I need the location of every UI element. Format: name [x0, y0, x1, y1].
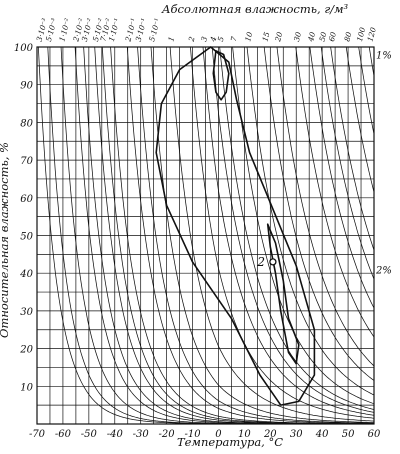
absolute-humidity-curve [190, 47, 374, 419]
absolute-humidity-label: 20 [273, 31, 284, 44]
x-axis-title: Температура, °C [177, 435, 283, 449]
y-tick-label: 60 [20, 194, 33, 205]
absolute-humidity-label: 100 [355, 26, 367, 42]
absolute-humidity-curve [358, 47, 374, 136]
absolute-humidity-label: 5 [216, 35, 226, 42]
y-tick-label: 30 [20, 307, 33, 318]
y-tick-label: 10 [20, 382, 33, 393]
absolute-humidity-curve [330, 47, 374, 252]
absolute-humidity-curve [137, 47, 374, 424]
absolute-humidity-curve [295, 47, 374, 338]
y-tick-label: 50 [20, 232, 33, 243]
absolute-humidity-curves [37, 47, 374, 424]
absolute-humidity-curve [345, 47, 374, 194]
absolute-humidity-label: 10 [243, 31, 254, 43]
absolute-humidity-curve [320, 47, 374, 281]
annotation-label: 1% [376, 51, 392, 62]
grid-lines [36, 46, 375, 425]
y-tick-label: 20 [19, 345, 33, 356]
x-tick-label: -40 [107, 429, 124, 440]
y-tick-label: 100 [14, 43, 34, 54]
x-tick-label: 30 [290, 429, 303, 440]
absolute-humidity-curve [219, 47, 374, 410]
absolute-humidity-label: 40 [306, 31, 317, 44]
x-tick-label: -50 [81, 429, 98, 440]
absolute-humidity-curve [202, 47, 374, 416]
x-tick-label: -30 [133, 429, 150, 440]
tick-labels: -70 -60 -50 -40 -30 -20 -10 0 10 20 30 40 50 60 10 20 30… [14, 43, 381, 440]
x-tick-label: 60 [368, 429, 381, 440]
y-axis-title: Относительная влажность, % [0, 142, 11, 338]
absolute-humidity-label: 5·10⁻¹ [147, 17, 162, 42]
x-tick-label: 0 [215, 429, 222, 440]
absolute-humidity-label: 30 [292, 31, 303, 43]
contour-point [269, 258, 277, 266]
x-tick-label: -60 [55, 429, 72, 440]
absolute-humidity-label: 1 [166, 36, 176, 43]
x-tick-label: -20 [159, 429, 176, 440]
absolute-humidity-label: 80 [342, 31, 353, 43]
absolute-humidity-curve [169, 47, 374, 422]
absolute-humidity-curve [276, 47, 374, 367]
x-tick-label: 50 [342, 429, 355, 440]
annotations: 1% 2% 2 [256, 51, 392, 277]
absolute-humidity-label: 3 [199, 35, 209, 42]
x-tick-label: 40 [315, 429, 329, 440]
y-tick-label: 80 [20, 118, 33, 129]
absolute-humidity-label: 7 [229, 35, 239, 42]
curve-group [37, 47, 374, 424]
absolute-humidity-curve [126, 47, 374, 424]
absolute-humidity-label: 60 [327, 31, 338, 43]
absolute-humidity-curve [150, 47, 374, 423]
absolute-humidity-curve [211, 47, 374, 413]
absolute-humidity-labels: 3·10⁻³5·10⁻³1·10⁻² 2·10⁻²3·10⁻²5·10⁻²7·10… [35, 17, 378, 43]
y-tick-label: 90 [20, 81, 33, 92]
annotation-label: 2 [256, 255, 265, 269]
absolute-humidity-label: 15 [260, 31, 271, 43]
absolute-humidity-curve [47, 47, 374, 424]
absolute-humidity-label: 120 [366, 26, 378, 42]
top-axis-title: Абсолютная влажность, г/м³ [161, 2, 349, 16]
annotation-label: 2% [375, 265, 392, 276]
absolute-humidity-curve [232, 47, 374, 405]
contour-line [155, 46, 316, 406]
x-tick-label: -10 [184, 429, 201, 440]
absolute-humidity-label: 2 [186, 35, 196, 43]
x-tick-label: 10 [238, 429, 251, 440]
absolute-humidity-label: 1·10⁻² [57, 17, 72, 42]
probability-contours [155, 46, 316, 406]
absolute-humidity-label: 4 [208, 35, 218, 43]
y-tick-label: 70 [20, 156, 33, 167]
absolute-humidity-curve [368, 47, 374, 79]
x-tick-label: 20 [263, 429, 277, 440]
absolute-humidity-curve [83, 47, 374, 424]
absolute-humidity-curve [263, 47, 374, 381]
absolute-humidity-curve [110, 47, 374, 424]
absolute-humidity-curve [309, 47, 374, 309]
x-tick-label: -70 [29, 429, 46, 440]
contour-line [212, 50, 230, 101]
y-tick-label: 40 [19, 269, 33, 280]
absolute-humidity-label: 50 [317, 31, 328, 43]
